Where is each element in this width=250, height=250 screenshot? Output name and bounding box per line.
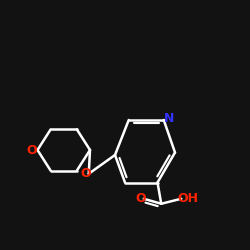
Text: N: N (164, 112, 174, 125)
Text: O: O (80, 167, 91, 180)
Text: O: O (26, 144, 36, 156)
Text: O: O (136, 192, 146, 205)
Text: OH: OH (177, 192, 198, 205)
